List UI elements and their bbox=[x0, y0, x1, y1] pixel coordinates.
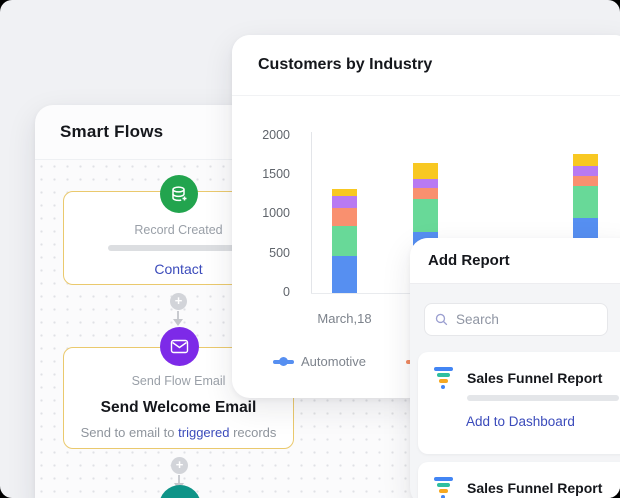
triggered-link[interactable]: triggered bbox=[178, 425, 230, 440]
bar-segment bbox=[413, 188, 438, 200]
bar-segment bbox=[413, 199, 438, 232]
report-list-item[interactable]: Sales Funnel Report bbox=[418, 462, 620, 498]
bar-segment bbox=[332, 256, 357, 293]
y-axis-tick-label: 0 bbox=[283, 285, 290, 299]
description-prefix: Send to email to bbox=[80, 425, 179, 440]
flow-action-type-label: Send Flow Email bbox=[131, 374, 226, 388]
chart-header: Customers by Industry bbox=[232, 35, 620, 96]
funnel-chart-icon bbox=[430, 367, 456, 393]
flow-action-title: Send Welcome Email bbox=[100, 399, 257, 416]
report-list-item[interactable]: Sales Funnel Report Add to Dashboard bbox=[418, 352, 620, 454]
bar-segment bbox=[332, 226, 357, 256]
y-axis-tick-label: 500 bbox=[269, 245, 290, 260]
add-to-dashboard-link[interactable]: Add to Dashboard bbox=[466, 414, 575, 429]
y-axis-tick-label: 2000 bbox=[262, 127, 290, 142]
add-step-button[interactable]: + bbox=[171, 457, 188, 474]
add-report-body: Sales Funnel Report Add to Dashboard Sal… bbox=[410, 283, 620, 498]
bar-segment bbox=[573, 153, 598, 166]
add-report-card: Add Report Sales Funnel Report Add to Da… bbox=[410, 238, 620, 498]
smart-flows-title: Smart Flows bbox=[60, 122, 164, 141]
contact-link[interactable]: Contact bbox=[154, 261, 203, 277]
smart-flows-header: Smart Flows bbox=[35, 105, 427, 160]
add-report-title: Add Report bbox=[428, 252, 510, 269]
legend-marker-icon bbox=[273, 357, 294, 366]
envelope-icon bbox=[160, 327, 199, 366]
report-title: Sales Funnel Report bbox=[467, 480, 603, 496]
skeleton-bar bbox=[467, 395, 619, 401]
add-step-button[interactable]: + bbox=[170, 293, 187, 310]
add-report-header: Add Report bbox=[410, 238, 620, 283]
bar-segment bbox=[332, 208, 357, 227]
bar-segment bbox=[413, 162, 438, 180]
search-box[interactable] bbox=[424, 303, 608, 336]
connector-line bbox=[177, 311, 179, 319]
bar-segment bbox=[332, 189, 357, 196]
bar-segment bbox=[332, 195, 357, 209]
report-title: Sales Funnel Report bbox=[467, 370, 603, 386]
flow-trigger-label: Record Created bbox=[134, 223, 223, 237]
bar-segment bbox=[573, 175, 598, 187]
search-icon bbox=[435, 313, 448, 326]
chart-title: Customers by Industry bbox=[258, 56, 433, 73]
search-input[interactable] bbox=[456, 312, 597, 327]
bar-segment bbox=[573, 186, 598, 219]
next-step-icon bbox=[159, 485, 201, 498]
connector-line bbox=[178, 475, 180, 483]
description-suffix: records bbox=[229, 425, 277, 440]
legend-label: Automotive bbox=[301, 354, 367, 369]
legend-item[interactable]: Automotive bbox=[273, 354, 366, 369]
skeleton-bar bbox=[108, 245, 280, 251]
y-axis-line bbox=[311, 132, 312, 293]
x-axis-tick-label: March,18 bbox=[317, 311, 372, 326]
y-axis-tick-label: 1500 bbox=[262, 167, 290, 182]
database-add-icon bbox=[160, 175, 198, 213]
y-axis-tick-label: 1000 bbox=[262, 206, 290, 221]
bar-segment bbox=[413, 179, 438, 189]
stacked-bar bbox=[332, 189, 357, 293]
funnel-chart-icon bbox=[430, 477, 456, 498]
bar-segment bbox=[573, 165, 598, 176]
arrow-down-icon bbox=[173, 319, 183, 326]
flow-action-description: Send to email to triggered records bbox=[43, 425, 314, 440]
